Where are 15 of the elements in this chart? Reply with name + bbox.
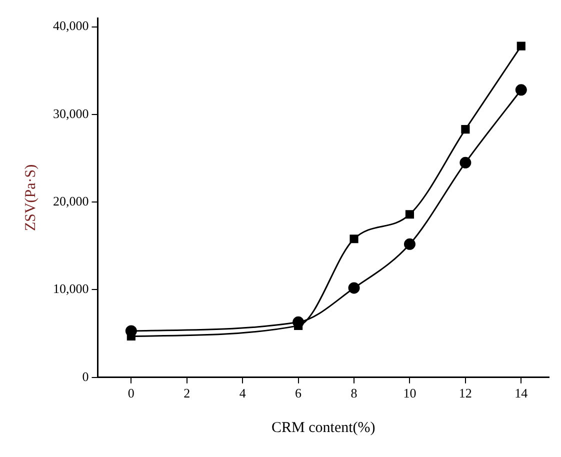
y-axis-title: ZSV(Pa·S): [22, 164, 39, 232]
y-tick-label: 0: [82, 368, 89, 384]
y-tick-label: 20,000: [53, 194, 89, 209]
x-tick-label: 2: [184, 386, 190, 401]
x-tick-label: 8: [350, 386, 358, 401]
x-tick-label: 12: [458, 386, 472, 401]
x-tick-label: 4: [239, 386, 246, 401]
x-tick-label: 14: [514, 386, 528, 401]
y-tick-label: 10,000: [53, 281, 89, 296]
x-axis-title: CRM content(%): [272, 420, 376, 436]
x-tick-label: 6: [295, 386, 302, 401]
y-tick-label: 40,000: [53, 18, 89, 34]
x-tick-label: 0: [128, 386, 134, 401]
y-tick-label: 30,000: [53, 106, 89, 121]
x-tick-label: 10: [403, 386, 416, 401]
